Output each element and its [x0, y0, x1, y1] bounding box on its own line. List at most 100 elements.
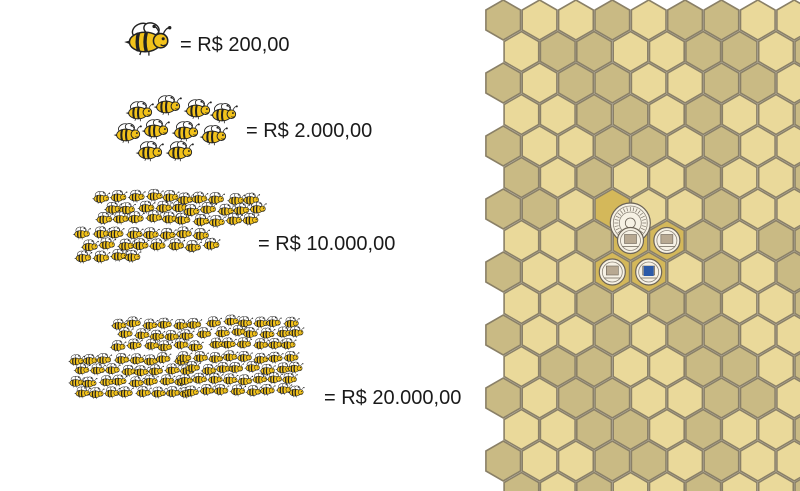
- honeycomb-cell: [521, 314, 558, 356]
- honeycomb-cell: [739, 0, 776, 41]
- bee-icon: [127, 189, 146, 203]
- bee-icon: [163, 329, 180, 342]
- honeycomb-cell: [703, 0, 740, 41]
- honeycomb-cell: [612, 471, 649, 491]
- honeycomb-cell: [794, 289, 800, 318]
- bee-icon: [264, 316, 282, 328]
- honeycomb-cell: [685, 219, 722, 262]
- bee-icon: [74, 386, 91, 399]
- honeycomb-cell: [721, 345, 758, 388]
- honeycomb-cell: [703, 188, 740, 230]
- honeycomb-cell: [776, 314, 800, 356]
- bee-icon: [141, 318, 159, 331]
- bee-icon: [109, 190, 128, 203]
- honeycomb-cell: [757, 345, 795, 388]
- honeycomb-cell: [703, 440, 740, 482]
- honeycomb-cell: [794, 415, 800, 444]
- bee-icon: [205, 316, 222, 329]
- honeycomb-cell: [594, 377, 631, 419]
- bee-icon: [224, 213, 244, 226]
- honeycomb-cell: [794, 226, 800, 255]
- bee-icon: [198, 202, 217, 215]
- honeycomb-cell: [776, 377, 800, 419]
- bee-icon: [73, 363, 91, 376]
- bee-icon: [141, 119, 170, 140]
- honeycomb-cell: [757, 282, 795, 325]
- bee-icon: [120, 364, 138, 377]
- honeycomb-cell: [666, 314, 704, 356]
- bee-icon: [145, 188, 164, 202]
- bee-icon: [125, 338, 143, 351]
- honeycomb-cell: [648, 93, 685, 136]
- biblioteca-nacional-seal-icon: [598, 258, 626, 286]
- honeycomb-cell: [721, 282, 758, 325]
- bee-icon: [113, 353, 131, 365]
- honeycomb-cell: [485, 62, 522, 104]
- bee-icon: [133, 328, 151, 341]
- tier-50-price: = R$ 10.000,00: [258, 233, 396, 255]
- bee-icon: [241, 192, 261, 206]
- bee-icon: [222, 314, 240, 327]
- honeycomb-cell: [794, 478, 800, 491]
- bee-icon: [186, 340, 204, 353]
- honeycomb-cell: [576, 282, 613, 325]
- bee-icon: [214, 326, 231, 339]
- bee-icon: [116, 238, 136, 252]
- honeycomb-cell: [685, 471, 722, 491]
- bee-icon: [89, 363, 106, 376]
- honeycomb-cell: [485, 440, 522, 482]
- honeycomb-cell: [630, 314, 667, 356]
- tier-50-bees: = R$ 10.000,00: [70, 188, 420, 293]
- honeycomb-cell: [666, 188, 704, 230]
- honeycomb-cell: [685, 345, 722, 388]
- honeycomb-cell: [666, 0, 704, 41]
- bee-icon: [202, 237, 221, 251]
- bee-icon: [184, 361, 201, 373]
- honeycomb-cell: [539, 156, 576, 199]
- honeycomb-cell: [485, 251, 522, 293]
- bee-icon: [95, 212, 114, 225]
- honeycomb-cell: [776, 125, 800, 167]
- bee-icon: [92, 250, 111, 264]
- bee-icon: [183, 99, 212, 120]
- bee-icon: [281, 372, 298, 385]
- bee-icon: [266, 351, 284, 364]
- bee-icon: [153, 95, 182, 116]
- honeycomb-cell: [630, 440, 667, 482]
- bee-icon: [236, 316, 254, 329]
- honeycomb-cell: [521, 125, 558, 167]
- honeycomb-cell: [594, 0, 631, 41]
- honeycomb-cell: [576, 345, 613, 388]
- honeycomb-cell: [557, 251, 595, 293]
- honeycomb-cell: [630, 125, 667, 167]
- honeycomb-cell: [485, 188, 522, 230]
- bee-icon: [68, 375, 85, 388]
- honeycomb-cell: [521, 377, 558, 419]
- bee-icon: [87, 387, 105, 400]
- honeycomb-cell: [721, 156, 758, 199]
- honeycomb-cell: [503, 345, 540, 388]
- bee-icon: [135, 141, 164, 162]
- bee-icon: [232, 202, 251, 216]
- honeycomb-cell: [503, 156, 540, 199]
- honeycomb-cell: [503, 30, 540, 73]
- bee-icon: [103, 201, 123, 215]
- honeycomb-cell: [721, 219, 758, 262]
- honeycomb-cell: [485, 377, 522, 419]
- bee-icon: [95, 353, 113, 365]
- bee-icon: [131, 238, 150, 252]
- honeycomb-cell: [757, 93, 795, 136]
- bee-icon: [191, 228, 210, 242]
- honeycomb-cell: [757, 156, 795, 199]
- bee-icon: [123, 249, 142, 263]
- bee-icon: [192, 214, 211, 227]
- bee-icon: [116, 327, 134, 339]
- honeycomb-cell: [739, 125, 776, 167]
- bee-icon: [165, 141, 194, 162]
- bee-icon: [215, 362, 232, 374]
- honeycomb-cell: [666, 377, 704, 419]
- bee-icon: [125, 227, 144, 240]
- bee-icon: [241, 327, 259, 339]
- honeycomb-cell: [739, 251, 776, 293]
- bee-icon: [183, 385, 200, 398]
